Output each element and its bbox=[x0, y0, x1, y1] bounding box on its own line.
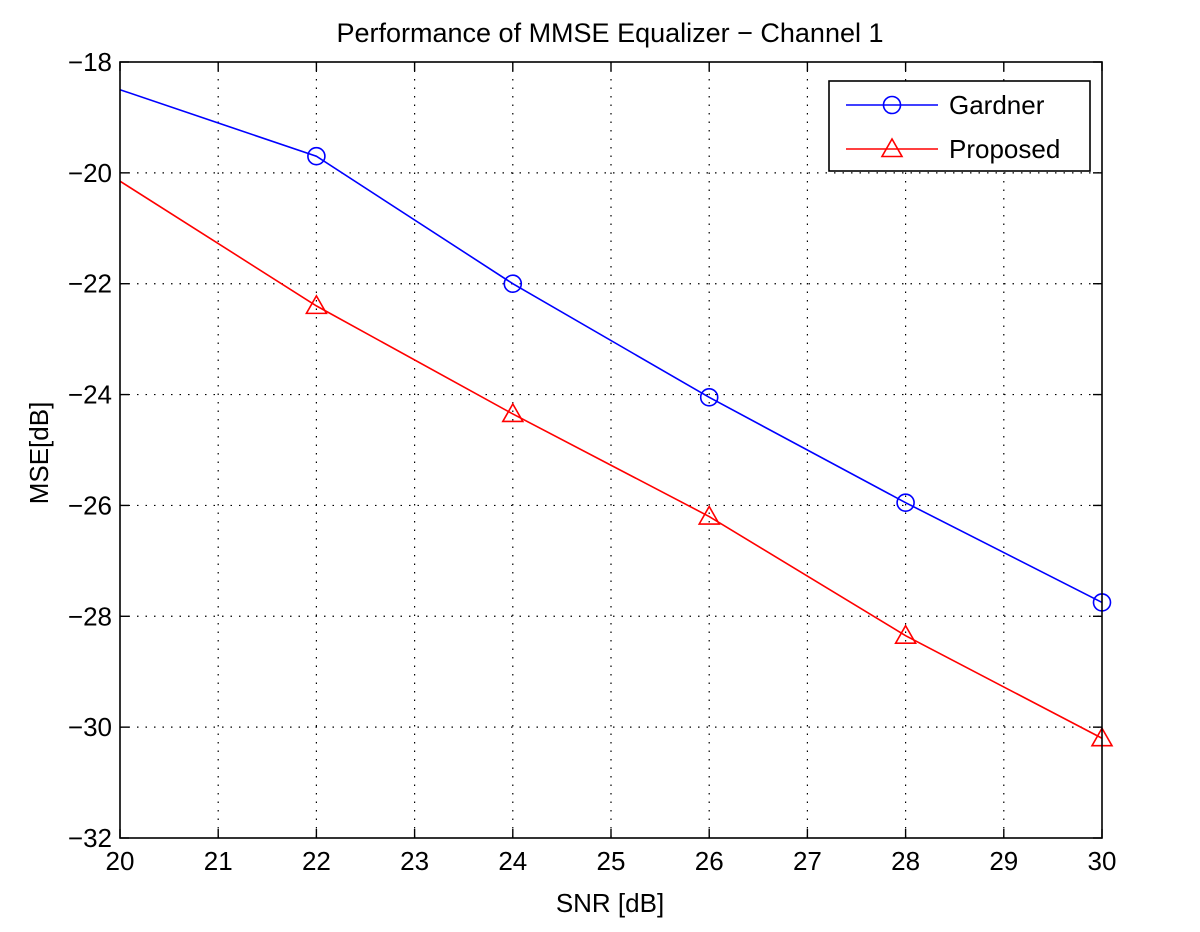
x-tick-label: 26 bbox=[695, 846, 724, 876]
legend-item-gardner: Gardner bbox=[846, 90, 1045, 120]
legend: Gardner Proposed bbox=[828, 80, 1091, 172]
y-tick-labels: −18 −20 −22 −24 −26 −28 −30 −32 bbox=[68, 47, 112, 853]
x-tick-label: 23 bbox=[400, 846, 429, 876]
legend-box bbox=[828, 80, 1091, 172]
series-proposed bbox=[119, 180, 1114, 747]
plot-frame bbox=[119, 61, 1103, 839]
y-tick-label: −18 bbox=[68, 47, 112, 77]
gardner-point bbox=[503, 274, 523, 294]
x-tick-labels: 20 21 22 23 24 25 26 27 28 29 30 bbox=[106, 846, 1117, 876]
y-axis-label: MSE[dB] bbox=[24, 402, 54, 505]
proposed-point bbox=[305, 294, 328, 315]
proposed-line bbox=[119, 180, 1103, 739]
gardner-point bbox=[896, 493, 915, 512]
proposed-point bbox=[501, 402, 525, 423]
x-tick-label: 24 bbox=[498, 846, 527, 876]
x-axis-label: SNR [dB] bbox=[556, 888, 664, 918]
proposed-point bbox=[894, 624, 917, 644]
chart-title: Performance of MMSE Equalizer − Channel … bbox=[336, 18, 883, 48]
x-tick-label: 21 bbox=[204, 846, 233, 876]
y-tick-label: −26 bbox=[68, 490, 112, 520]
gardner-line bbox=[119, 88, 1103, 604]
grid-lines bbox=[120, 62, 1102, 838]
y-tick-label: −24 bbox=[68, 380, 112, 410]
x-tick-label: 27 bbox=[793, 846, 822, 876]
y-tick-label: −30 bbox=[68, 712, 112, 742]
legend-item-proposed: Proposed bbox=[846, 134, 1060, 164]
tick-marks bbox=[119, 61, 1103, 839]
x-tick-label: 20 bbox=[106, 846, 135, 876]
legend-marker bbox=[880, 137, 904, 158]
legend-label: Proposed bbox=[949, 134, 1060, 164]
x-tick-label: 22 bbox=[302, 846, 331, 876]
x-tick-label: 29 bbox=[989, 846, 1018, 876]
y-tick-label: −32 bbox=[68, 823, 112, 853]
legend-marker bbox=[882, 95, 902, 115]
x-tick-label: 30 bbox=[1088, 846, 1117, 876]
series-layer bbox=[119, 88, 1114, 747]
y-tick-label: −20 bbox=[68, 158, 112, 188]
y-tick-label: −22 bbox=[68, 269, 112, 299]
y-tick-label: −28 bbox=[68, 601, 112, 631]
x-tick-label: 28 bbox=[891, 846, 920, 876]
legend-label: Gardner bbox=[949, 90, 1045, 120]
gardner-point bbox=[699, 388, 719, 407]
proposed-point bbox=[697, 504, 721, 525]
x-tick-label: 25 bbox=[597, 846, 626, 876]
gardner-point bbox=[307, 146, 326, 166]
